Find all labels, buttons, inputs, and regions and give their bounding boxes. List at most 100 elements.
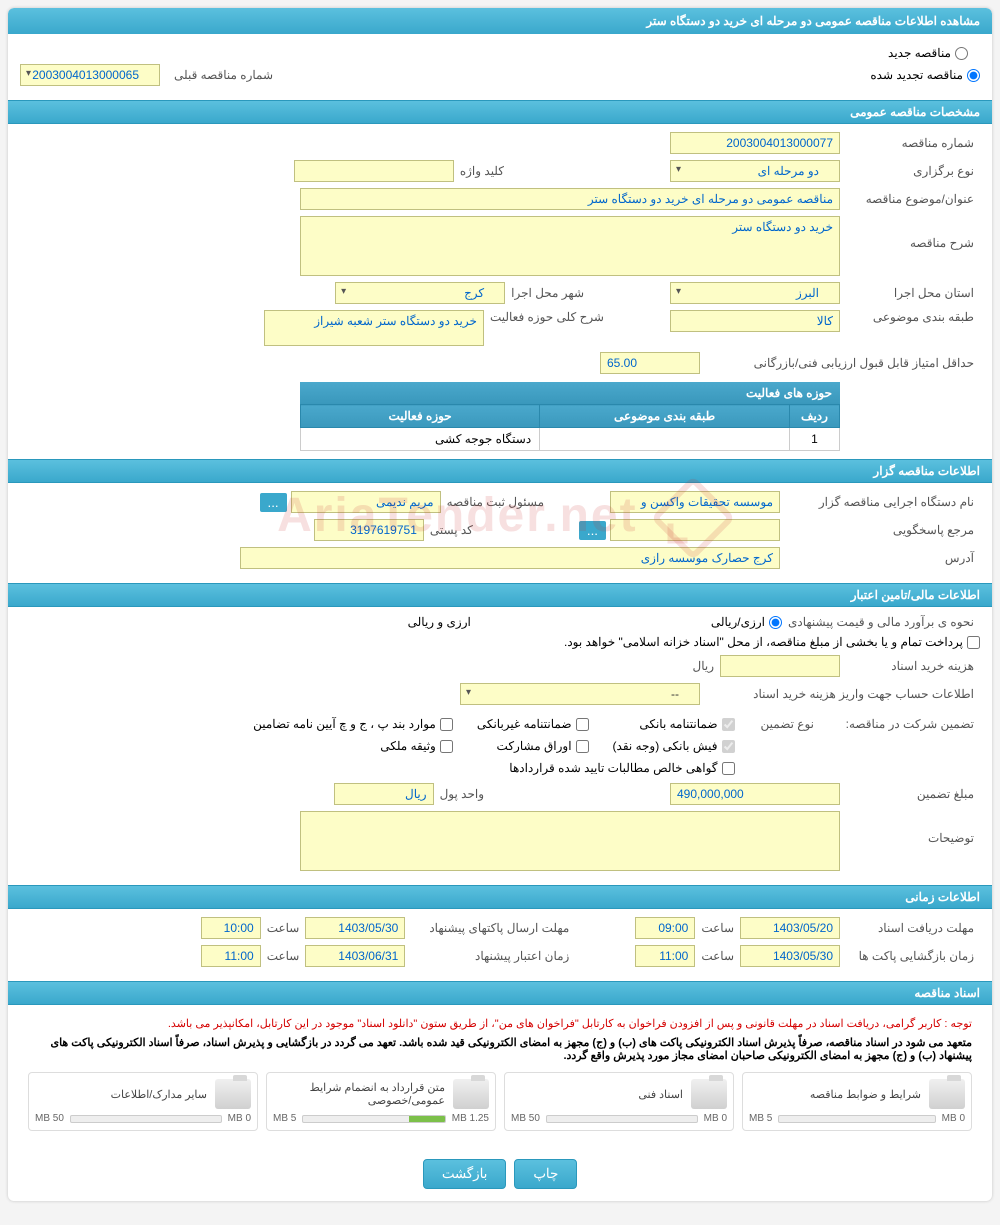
cb-cash[interactable]: فیش بانکی (وجه نقد) [613,739,735,753]
file-used: 0 MB [942,1113,965,1124]
number-field: 2003004013000077 [670,132,840,154]
file-card[interactable]: اسناد فنی 0 MB 50 MB [504,1072,734,1131]
cb-nonbank[interactable]: ضمانتنامه غیربانکی [477,717,589,731]
desc-label: شرح مناقصه [840,216,980,250]
amount-field: 490,000,000 [670,783,840,805]
cb-bonds[interactable]: اوراق مشارکت [477,739,589,753]
doc-note1: متعهد می شود در اسناد مناقصه، صرفاً پذیر… [20,1034,980,1064]
type-select[interactable]: دو مرحله ای [670,160,840,182]
keyword-label: کلید واژه [454,164,510,178]
table-row: 1دستگاه جوجه کشی [301,428,840,451]
estimate-label: نحوه ی برآورد مالی و قیمت پیشنهادی [782,615,980,629]
doc-warning: توجه : کاربر گرامی، دریافت اسناد در مهلت… [20,1013,980,1034]
file-card[interactable]: شرایط و ضوابط مناقصه 0 MB 5 MB [742,1072,972,1131]
file-used: 0 MB [704,1113,727,1124]
registrar-label: مسئول ثبت مناقصه [441,495,550,509]
radio-renewed-label: مناقصه تجدید شده [870,68,963,82]
radio-renewed-input[interactable] [967,69,980,82]
back-button[interactable]: بازگشت [423,1159,507,1189]
file-title: سایر مدارک/اطلاعات [35,1088,207,1101]
city-label: شهر محل اجرا [505,286,590,300]
rial1: ریال [686,659,720,673]
validity-time[interactable]: 11:00 [201,945,261,967]
number-label: شماره مناقصه [840,136,980,150]
col-category: طبقه بندی موضوعی [540,405,790,428]
prev-number-select[interactable]: 2003004013000065 [20,64,160,86]
keyword-field[interactable] [294,160,454,182]
activity-desc-field[interactable]: خرید دو دستگاه ستر شعبه شیراز [264,310,484,346]
validity-date[interactable]: 1403/06/31 [305,945,405,967]
notes-label: توضیحات [840,811,980,845]
cb-property[interactable]: وثیقه ملکی [253,739,453,753]
cb-receivables[interactable]: گواهی خالص مطالبات تایید شده قراردادها [253,761,734,775]
open-time[interactable]: 11:00 [635,945,695,967]
file-title: متن قرارداد به انضمام شرایط عمومی/خصوصی [273,1081,445,1107]
responder-field[interactable] [610,519,780,541]
file-max: 5 MB [273,1113,296,1124]
folder-icon [929,1079,965,1109]
min-score-label: حداقل امتیاز قابل قبول ارزیابی فنی/بازرگ… [700,356,980,370]
notes-field[interactable] [300,811,840,871]
file-card[interactable]: متن قرارداد به انضمام شرایط عمومی/خصوصی 1… [266,1072,496,1131]
org-label: نام دستگاه اجرایی مناقصه گزار [780,495,980,509]
radio-new-tender[interactable]: مناقصه جدید [888,46,968,60]
doc-cost-field[interactable] [720,655,840,677]
city-select[interactable]: کرج [335,282,505,304]
print-button[interactable]: چاپ [514,1159,577,1189]
registrar-field: مریم ندیمی [291,491,441,513]
address-label: آدرس [780,551,980,565]
radio-currency-mixed[interactable]: ارزی/ریالی [711,615,782,629]
cb-bank[interactable]: ضمانتنامه بانکی [613,717,735,731]
receive-time[interactable]: 09:00 [635,917,695,939]
receive-date[interactable]: 1403/05/20 [740,917,840,939]
desc-field[interactable]: خرید دو دستگاه ستر [300,216,840,276]
activity-table: ردیف طبقه بندی موضوعی حوزه فعالیت 1دستگا… [300,404,840,451]
cb-terms[interactable]: موارد بند پ ، ج و چ آیین نامه تضامین [253,717,453,731]
postal-field: 3197619751 [314,519,424,541]
section-general: مشخصات مناقصه عمومی [8,100,992,124]
receive-label: مهلت دریافت اسناد [840,921,980,935]
folder-icon [691,1079,727,1109]
radio-new-input[interactable] [955,47,968,60]
submit-time-label: ساعت [261,921,306,935]
file-max: 50 MB [35,1113,64,1124]
submit-date[interactable]: 1403/05/30 [305,917,405,939]
section-financial: اطلاعات مالی/تامین اعتبار [8,583,992,607]
checkbox-islamic[interactable]: پرداخت تمام و یا بخشی از مبلغ مناقصه، از… [564,635,980,649]
col-activity: حوزه فعالیت [301,405,540,428]
responder-lookup-button[interactable]: ... [579,521,606,540]
province-label: استان محل اجرا [840,286,980,300]
file-card[interactable]: سایر مدارک/اطلاعات0 MB50 MB [28,1072,258,1131]
folder-icon [453,1079,489,1109]
currency-both-label: ارزی و ریالی [408,615,471,629]
open-date[interactable]: 1403/05/30 [740,945,840,967]
account-select[interactable]: -- [460,683,700,705]
submit-time[interactable]: 10:00 [201,917,261,939]
category-label: طبقه بندی موضوعی [840,310,980,324]
guarantee-label: تضمین شرکت در مناقصه: [820,717,980,731]
file-title: اسناد فنی [511,1088,683,1101]
file-max: 50 MB [511,1113,540,1124]
radio-renewed-tender[interactable]: مناقصه تجدید شده [870,68,980,82]
type-label: نوع برگزاری [840,164,980,178]
unit-field: ریال [334,783,434,805]
validity-label: زمان اعتبار پیشنهاد [405,949,575,963]
doc-cost-label: هزینه خرید اسناد [840,659,980,673]
receive-time-label: ساعت [695,921,740,935]
category-field[interactable]: کالا [670,310,840,332]
section-documents: اسناد مناقصه [8,981,992,1005]
province-select[interactable]: البرز [670,282,840,304]
activity-desc-label: شرح کلی حوزه فعالیت [484,310,610,324]
file-used: 1.25 MB [452,1113,489,1124]
page-title: مشاهده اطلاعات مناقصه عمومی دو مرحله ای … [8,8,992,34]
file-title: شرایط و ضوابط مناقصه [749,1088,921,1101]
file-max: 5 MB [749,1113,772,1124]
activity-table-title: حوزه های فعالیت [300,382,840,404]
validity-time-label: ساعت [261,949,306,963]
subject-field[interactable]: مناقصه عمومی دو مرحله ای خرید دو دستگاه … [300,188,840,210]
submit-label: مهلت ارسال پاکتهای پیشنهاد [405,921,575,935]
registrar-lookup-button[interactable]: ... [260,493,287,512]
org-field: موسسه تحقیقات واکسن و [610,491,780,513]
address-field[interactable]: کرج حصارک موسسه رازی [240,547,780,569]
open-label: زمان بازگشایی پاکت ها [840,949,980,963]
